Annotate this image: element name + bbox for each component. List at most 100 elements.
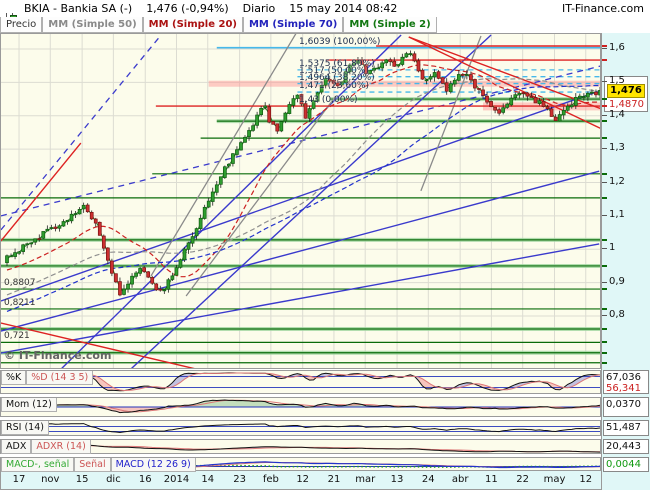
fib-level-label: 1,5375 (61,80%) <box>299 58 375 69</box>
price-axis-tickmark <box>602 315 607 316</box>
resistance-tickmark <box>602 44 607 47</box>
price-axis[interactable]: 1,476 1,4870 1,6 1,5 1,4 1,3 1,2 1,1 1 0,9 0,8 67… <box>601 33 650 490</box>
fib-level-label: 1,4964 (38,20%) <box>299 72 375 83</box>
resistance-tickmark <box>602 59 607 61</box>
indicator-label-macd[interactable]: MACD-, señal <box>1 458 75 472</box>
price-axis-tickmark <box>602 181 607 183</box>
indicator-label-macd[interactable]: Señal <box>74 458 111 472</box>
indicator-label-stoch[interactable]: %K <box>1 371 27 385</box>
support-tickmark <box>602 137 607 140</box>
candlestick-logo-icon <box>4 2 17 27</box>
time-axis-label: 12 <box>579 474 593 485</box>
price-axis-tickmark <box>602 148 607 150</box>
support-tickmark <box>602 264 607 267</box>
indicator-value-macd: 0,0044 <box>603 457 649 472</box>
time-axis-label: mar <box>355 474 376 485</box>
time-axis-label: abr <box>451 474 469 485</box>
support-price-label: 0,8211 <box>4 297 36 308</box>
price-axis-tickmark <box>602 214 607 216</box>
price-axis-tickmark <box>602 248 607 250</box>
indicator-label-macd[interactable]: MACD (12 26 9) <box>110 458 196 472</box>
support-price-label: 0,721 <box>4 331 30 342</box>
legend-chip-precio[interactable]: Precio <box>0 17 43 33</box>
resistance-tickmark <box>602 105 607 108</box>
price-axis-tickmark <box>602 48 607 49</box>
time-axis-label: 17 <box>12 474 26 485</box>
series-legend-bar: Precio MM (Simple 50) MM (Simple 20) MM (Si… <box>0 17 650 34</box>
price-axis-tick: 1,4 <box>609 108 625 120</box>
price-axis-tick: 1,6 <box>609 42 625 53</box>
time-axis-label: 11 <box>485 474 498 485</box>
time-axis-label: 2014 <box>163 474 190 485</box>
support-price-label: 0,8807 <box>4 278 36 289</box>
support-tickmark <box>602 307 607 310</box>
fib-level-label: 1,6039 (100,00%) <box>299 36 381 47</box>
title-bar: BKIA - Bankia SA (-) 1,476 (-0,94%) Diar… <box>0 0 650 27</box>
time-axis-label: 12 <box>296 474 310 485</box>
time-axis-label: 15 <box>75 474 89 485</box>
support-tickmark <box>602 172 607 175</box>
indicator-value-momentum: 0,0370 <box>603 397 649 417</box>
time-axis[interactable]: 17 nov 15 dic 16 2014 14 23 feb 12 21 mar 13 24 abr 11 2… <box>0 470 601 490</box>
time-axis-label: may <box>543 474 566 485</box>
price-axis-tick: 1 <box>609 242 616 254</box>
support-tickmark <box>602 361 607 364</box>
time-axis-label: 16 <box>138 474 152 485</box>
price-axis-tick: 0,8 <box>609 309 625 320</box>
time-axis-label: 23 <box>233 474 246 485</box>
support-tickmark <box>602 98 607 101</box>
time-axis-label: 21 <box>327 474 341 485</box>
support-tickmark <box>602 288 607 291</box>
indicator-label-rsi[interactable]: RSI (14) <box>1 421 49 435</box>
price-label-box: 1,476 1,4870 <box>604 76 648 113</box>
time-axis-label: 24 <box>421 474 435 485</box>
indicator-panel-momentum[interactable]: Mom (12) <box>0 397 601 417</box>
fib-level-label: 1,517 (50,00%) <box>299 65 369 76</box>
watermark: © IT-Finance.com <box>4 349 112 362</box>
legend-chip-mm-simple-2-[interactable]: MM (Simple 2) <box>343 17 437 33</box>
indicator-panel-macd[interactable]: MACD-, señal Señal MACD (12 26 9) <box>0 457 601 472</box>
brand-link[interactable]: IT-Finance.com <box>562 2 644 15</box>
timeframe-label: Diario <box>242 2 276 15</box>
price-axis-tick: 0,9 <box>609 275 625 287</box>
quote-price-change: 1,476 (-0,94%) <box>146 2 229 15</box>
indicator-value-adx: 20,443 <box>603 439 649 454</box>
candlestick-chart[interactable]: 1,6039 (100,00%) 1,5375 (61,80%) 1,517 (50… <box>0 33 601 369</box>
support-tickmark <box>602 238 607 241</box>
indicator-panel-adx[interactable]: ADX ADXR (14) <box>0 439 601 454</box>
legend-chip-mm-simple-20-[interactable]: MM (Simple 20) <box>142 17 243 33</box>
support-tickmark <box>602 196 607 199</box>
price-axis-tickmark <box>602 114 607 116</box>
time-axis-label: nov <box>41 474 60 485</box>
indicator-panel-rsi[interactable]: RSI (14) <box>0 420 601 436</box>
legend-chip-mm-simple-50-[interactable]: MM (Simple 50) <box>42 17 143 33</box>
price-axis-tick: 1,2 <box>609 175 625 187</box>
legend-chip-mm-simple-70-[interactable]: MM (Simple 70) <box>242 17 344 33</box>
indicator-label-adx[interactable]: ADXR (14) <box>31 440 91 454</box>
indicator-value-stoch: 67,036 56,341 <box>603 370 649 394</box>
indicator-label-adx[interactable]: ADX <box>1 440 32 454</box>
ma-price-label: 1,4870 <box>609 99 644 111</box>
current-price-badge: 1,476 <box>607 84 645 99</box>
main-chart-canvas[interactable] <box>1 34 600 368</box>
price-axis-tick: 1,5 <box>609 75 625 87</box>
time-axis-label: dic <box>106 474 121 485</box>
support-tickmark <box>602 328 607 331</box>
indicator-panel-stoch[interactable]: %K %D (14 3 5) <box>0 370 601 394</box>
support-tickmark <box>602 120 607 123</box>
price-axis-tick: 1,1 <box>609 208 625 220</box>
indicator-label-stoch[interactable]: %D (14 3 5) <box>26 371 94 385</box>
price-axis-tick: 1,3 <box>609 142 625 154</box>
symbol-title: BKIA - Bankia SA (-) <box>24 2 133 15</box>
indicator-label-momentum[interactable]: Mom (12) <box>1 398 57 412</box>
time-axis-label: 14 <box>201 474 215 485</box>
price-axis-tickmark <box>602 81 607 83</box>
time-axis-label: feb <box>262 474 279 485</box>
price-axis-tickmark <box>602 281 607 283</box>
quote-datetime: 15 may 2014 08:42 <box>289 2 398 15</box>
fib-level-label: 1,43 (0,00%) <box>299 94 358 105</box>
support-tickmark <box>602 341 607 344</box>
fib-level-label: 1,471 (23,60%) <box>299 81 369 92</box>
time-axis-label: 13 <box>390 474 404 485</box>
